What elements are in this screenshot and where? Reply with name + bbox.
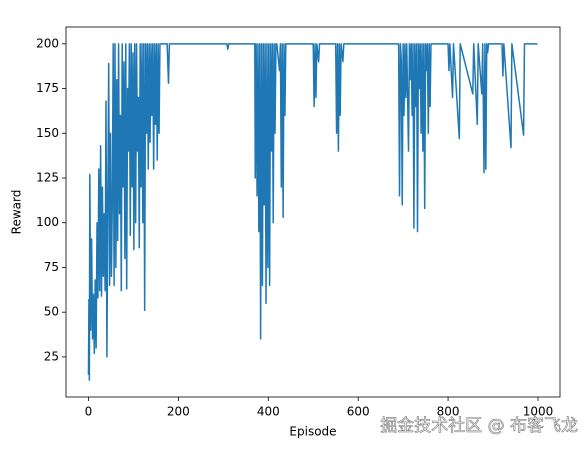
y-tick-label: 175 — [36, 81, 59, 95]
y-tick-label: 75 — [44, 260, 59, 274]
y-tick-label: 100 — [36, 215, 59, 229]
x-tick-label: 800 — [437, 405, 460, 419]
y-tick-label: 200 — [36, 36, 59, 50]
y-tick-label: 125 — [36, 171, 59, 185]
watermark: 掘金技术社区 @ 布客飞龙 — [380, 416, 578, 436]
axes-frame — [65, 26, 561, 398]
x-tick-label: 1000 — [523, 405, 554, 419]
x-tick-label: 0 — [85, 405, 93, 419]
y-tick-label: 150 — [36, 126, 59, 140]
y-tick-label: 25 — [44, 349, 59, 363]
x-tick-label: 600 — [347, 405, 370, 419]
x-tick-label: 400 — [257, 405, 280, 419]
series-line — [87, 43, 538, 381]
x-tick-label: 200 — [167, 405, 190, 419]
y-axis-label: Reward — [10, 190, 24, 235]
y-tick-label: 50 — [44, 305, 59, 319]
x-axis-label: Episode — [289, 425, 336, 439]
